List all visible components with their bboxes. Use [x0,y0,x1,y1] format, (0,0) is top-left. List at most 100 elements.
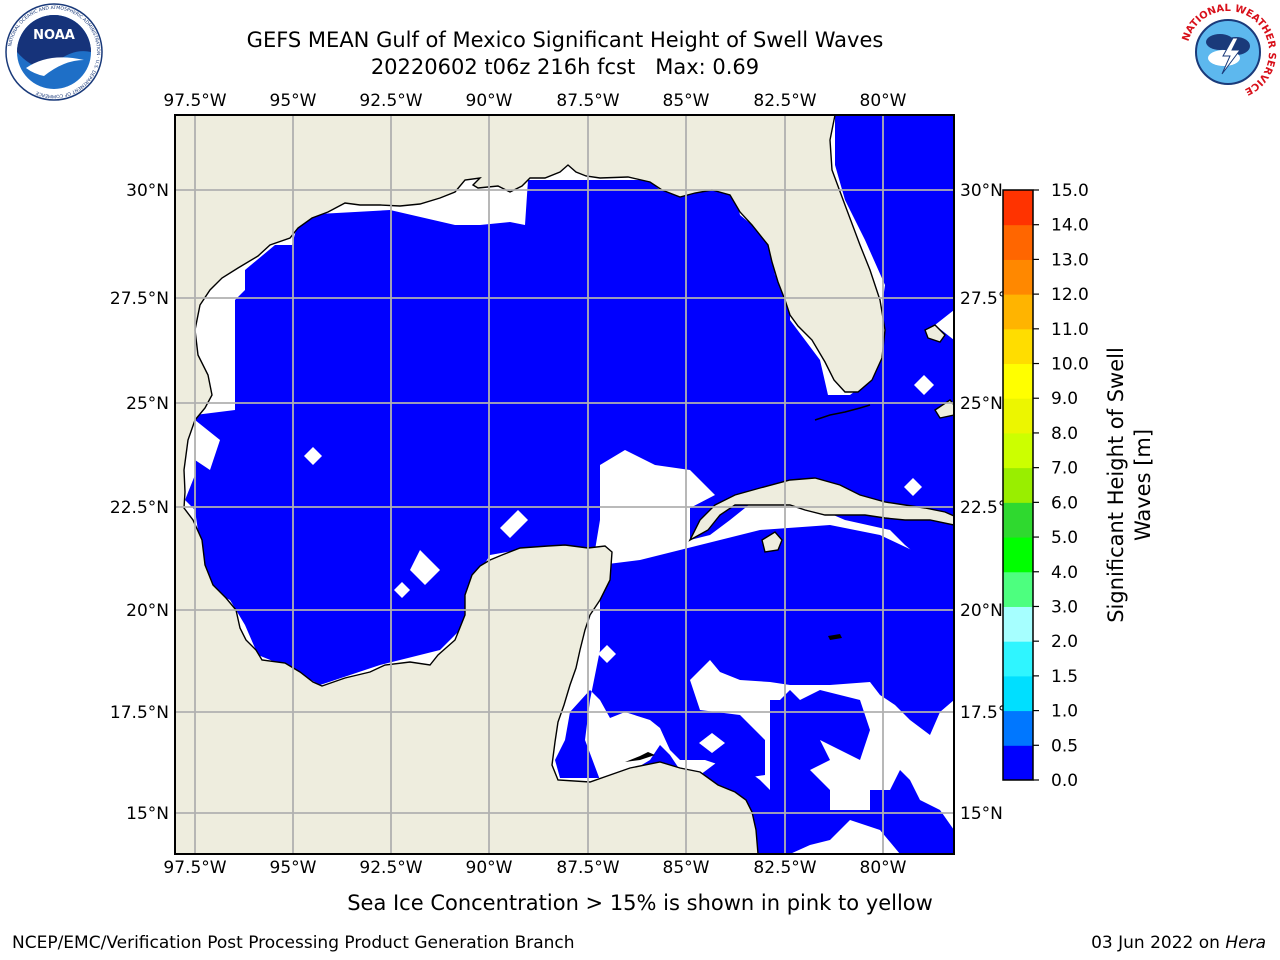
lon-label: 97.5°W [163,858,226,878]
colorbar-segment [1003,675,1033,712]
lon-labels-bottom: 97.5°W 95°W 92.5°W 90°W 87.5°W 85°W 82.5… [163,858,906,878]
lon-label: 90°W [466,91,513,111]
colorbar-segment [1003,259,1033,295]
lon-label: 92.5°W [359,91,422,111]
colorbar-tick-label: 1.5 [1051,667,1078,687]
colorbar-segment [1003,571,1033,607]
lat-label: 22.5°N [110,498,169,518]
sea-ice-note: Sea Ice Concentration > 15% is shown in … [347,891,933,915]
footer-date-text: 03 Jun 2022 on [1091,933,1226,953]
colorbar-tick-label: 0.0 [1051,771,1078,791]
colorbar-label-line1: Significant Height of Swell [1104,347,1128,623]
lon-label: 80°W [860,858,907,878]
colorbar-tick-label: 15.0 [1051,181,1089,201]
white-spot [699,733,725,753]
colorbar-tick-label: 12.0 [1051,285,1089,305]
colorbar-tick-label: 10.0 [1051,355,1089,375]
nws-logo: NATIONAL WEATHER SERVICE [1180,3,1277,100]
white-spot [904,478,922,496]
colorbar-segment [1003,745,1033,781]
lon-label: 95°W [270,91,317,111]
colorbar-segment [1003,641,1033,677]
lat-label: 30°N [960,181,1003,201]
island-bay [625,752,655,762]
map-area [175,115,954,854]
white-spot [914,375,934,395]
colorbar-segment [1003,710,1033,746]
footer-date: 03 Jun 2022 on Hera [1091,933,1266,953]
colorbar-tick-label: 3.0 [1051,597,1078,617]
colorbar-segment [1003,294,1033,330]
lat-labels-left: 30°N 27.5°N 25°N 22.5°N 20°N 17.5°N 15°N [110,181,169,824]
land-andros [924,324,946,343]
colorbar-tick-label: 1.0 [1051,702,1078,722]
lat-label: 15°N [126,804,169,824]
lon-labels-top: 97.5°W 95°W 92.5°W 90°W 87.5°W 85°W 82.5… [163,91,906,111]
lon-label: 82.5°W [753,91,816,111]
lat-label: 17.5°N [110,703,169,723]
lat-label: 30°N [126,181,169,201]
noaa-logo: NOAA NATIONAL OCEANIC AND ATMOSPHERIC AD… [5,3,103,101]
lat-label: 27.5°N [110,289,169,309]
colorbar-frame [1002,189,1034,781]
colorbar-tick-label: 9.0 [1051,389,1078,409]
colorbar-segment [1003,398,1033,434]
land-bahamas [934,399,954,419]
lon-label: 97.5°W [163,91,226,111]
colorbar-tick-label: 8.0 [1051,424,1078,444]
colorbar-tick-label: 14.0 [1051,216,1089,236]
colorbar-segment [1003,224,1033,260]
colorbar-tick-label: 13.0 [1051,250,1089,270]
colorbar-segment [1003,467,1033,503]
lat-label: 15°N [960,804,1003,824]
lat-label: 25°N [960,394,1003,414]
colorbar-tick-label: 4.0 [1051,563,1078,583]
colorbar-segment [1003,502,1033,538]
noaa-text: NOAA [33,28,75,43]
colorbar-segment [1003,537,1033,573]
white-spot [195,420,220,470]
lat-label: 25°N [126,394,169,414]
colorbar-tick-label: 0.5 [1051,736,1078,756]
colorbar: 0.0 0.5 1.0 1.5 2.0 3.0 4.0 5.0 6.0 7.0 8.0 9.0 10.0… [1002,181,1089,791]
chart-subtitle: 20220602 t06z 216h fcst Max: 0.69 [370,55,760,79]
map-gridlines [175,115,954,854]
lat-label: 20°N [126,601,169,621]
lon-label: 87.5°W [556,91,619,111]
lon-label: 82.5°W [753,858,816,878]
lon-label: 85°W [663,91,710,111]
map-frame [174,114,955,855]
colorbar-tick-label: 11.0 [1051,320,1089,340]
colorbar-segment [1003,606,1033,642]
florida-keys [814,404,871,421]
lon-label: 90°W [466,858,513,878]
colorbar-label-line2: Waves [m] [1131,429,1155,541]
colorbar-tick-label: 2.0 [1051,632,1078,652]
lon-label: 85°W [663,858,710,878]
white-spot [500,510,528,538]
colorbar-segment [1003,328,1033,365]
land-isla-juventud [761,531,783,553]
colorbar-tick-label: 5.0 [1051,528,1078,548]
lon-label: 95°W [270,858,317,878]
island-cayman [828,634,842,640]
footer-host: Hera [1225,933,1266,953]
white-spot [410,550,440,585]
colorbar-tick-label: 7.0 [1051,459,1078,479]
colorbar-segment [1003,363,1033,399]
colorbar-tick-label: 6.0 [1051,493,1078,513]
colorbar-segment [1003,432,1033,469]
lon-label: 87.5°W [556,858,619,878]
wave-field-gulf [185,115,954,685]
white-spot [598,645,616,663]
chart-title: GEFS MEAN Gulf of Mexico Significant Hei… [246,28,884,52]
lon-label: 92.5°W [359,858,422,878]
colorbar-segment [1003,190,1033,226]
lat-label: 20°N [960,601,1003,621]
footer-credit: NCEP/EMC/Verification Post Processing Pr… [12,933,575,953]
lon-label: 80°W [860,91,907,111]
white-spot [304,447,322,465]
land-cuba [688,477,954,542]
white-spot [394,582,410,598]
